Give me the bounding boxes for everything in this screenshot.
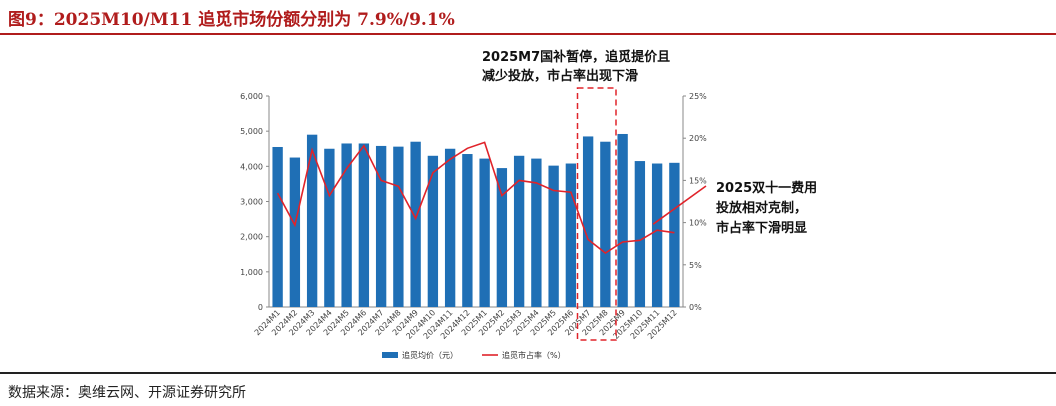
bar-2024M9	[410, 141, 421, 307]
bar-2025M1	[479, 158, 490, 307]
bar-2025M5	[548, 165, 559, 307]
bar-2025M12	[669, 162, 680, 307]
legend-label-bar: 追觅均价（元）	[402, 350, 458, 360]
y-left-tick-label: 1,000	[240, 268, 263, 277]
title-bar: 图9：2025M10/M11 追觅市场份额分别为 7.9%/9.1%	[0, 0, 1056, 35]
annotation-arrow	[652, 185, 707, 225]
bar-2025M8	[600, 141, 611, 307]
bar-2025M10	[634, 161, 646, 307]
annotation-text-1: 2025M7国补暂停，追觅提价且	[482, 49, 670, 65]
highlight-box	[576, 87, 617, 341]
bar-2024M11	[444, 148, 456, 307]
legend-label-line: 追觅市占率（%）	[502, 350, 566, 360]
title-divider	[0, 33, 1056, 35]
y-left-tick-label: 3,000	[240, 198, 263, 207]
annotation-text-2: 投放相对克制，	[716, 200, 807, 216]
bar-2024M6	[358, 143, 370, 307]
bar-2024M12	[462, 154, 473, 307]
bar-2024M1	[272, 146, 283, 307]
market-share-line	[276, 141, 675, 254]
y-left-tick-label: 2,000	[240, 233, 263, 242]
page-title: 图9：2025M10/M11 追觅市场份额分别为 7.9%/9.1%	[8, 10, 455, 30]
bar-2025M7	[582, 136, 594, 307]
y-left-tick-label: 6,000	[240, 92, 263, 101]
bar-2024M2	[289, 157, 301, 307]
chart-axes: 0 1,000 2,000 3,000 4,000 5,000 6,000 0% 5% 10% 15…	[240, 92, 707, 312]
bar-series	[272, 133, 680, 307]
bar-2024M7	[375, 145, 387, 307]
bar-2024M8	[393, 146, 404, 307]
bottom-divider	[0, 372, 1056, 374]
y-right-tick-label: 0%	[689, 303, 702, 312]
bar-2025M3	[513, 155, 525, 307]
bar-2025M6	[565, 163, 577, 307]
y-right-tick-label: 5%	[689, 261, 702, 270]
bar-2024M5	[341, 143, 352, 307]
bar-2025M2	[496, 168, 508, 307]
bar-2025M11	[651, 163, 663, 307]
y-left-tick-label: 5,000	[240, 127, 263, 136]
x-tick-labels: 2024M12024M22024M32024M42024M52024M62024…	[253, 308, 679, 341]
y-right-tick-label: 15%	[689, 176, 707, 185]
annotation-text-1: 减少投放，市占率出现下滑	[482, 68, 638, 84]
bar-2024M10	[427, 155, 439, 307]
bar-2024M4	[324, 148, 335, 307]
annotation-text-2: 市占率下滑明显	[716, 220, 807, 236]
bar-2025M4	[531, 158, 542, 307]
y-right-tick-label: 20%	[689, 134, 707, 143]
y-right-tick-label: 10%	[689, 219, 707, 228]
y-left-tick-label: 0	[258, 303, 263, 312]
annotation-text-2: 2025双十一费用	[716, 180, 817, 196]
bar-2025M9	[617, 133, 628, 307]
y-left-tick-label: 4,000	[240, 162, 263, 171]
line-series	[276, 141, 675, 254]
bar-2024M3	[306, 134, 318, 307]
legend: 追觅均价（元） 追觅市占率（%）	[382, 350, 566, 360]
y-right-tick-label: 25%	[689, 92, 707, 101]
legend-swatch-bar	[382, 352, 398, 358]
source-note: 数据来源：奥维云网、开源证券研究所	[8, 385, 246, 401]
